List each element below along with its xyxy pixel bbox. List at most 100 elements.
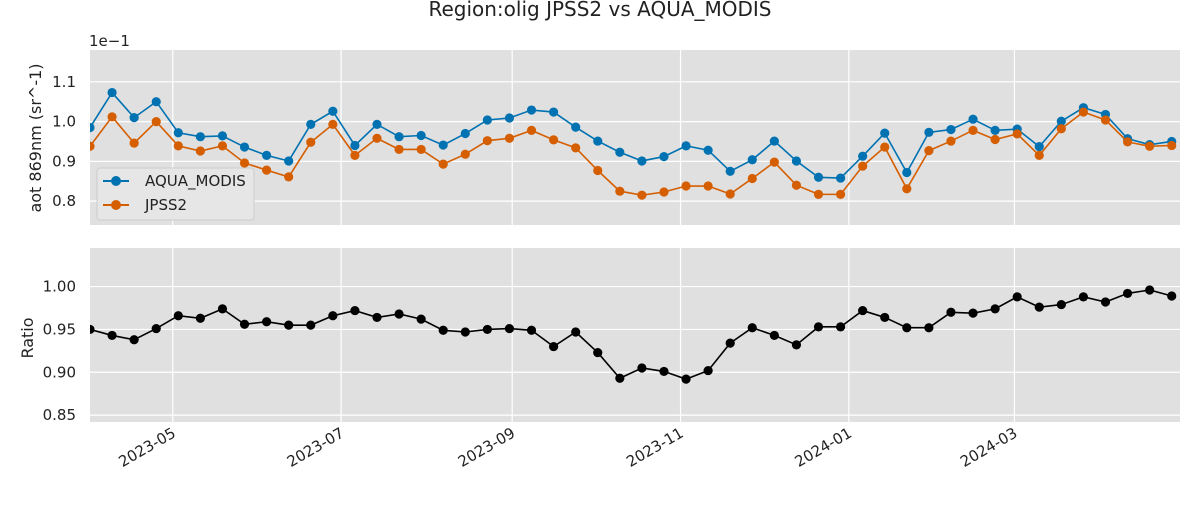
top-series-1-point [262, 165, 272, 175]
top-series-0-point [924, 127, 934, 137]
top-series-0-point [195, 132, 205, 142]
bottom-series-0-point [239, 319, 250, 329]
bottom-series-0-point [284, 320, 294, 330]
top-series-layer [90, 87, 1177, 200]
bottom-series-0-point [946, 307, 956, 317]
bottom-series-0-point [813, 322, 824, 332]
top-series-1-point [880, 142, 890, 152]
top-series-1-point [1034, 150, 1044, 160]
top-series-0-point [1034, 142, 1044, 152]
top-series-0-point [659, 151, 669, 162]
x-ticks: 2023-05 2023-07 2023-09 2023-11 2024-01 2024-… [115, 424, 1020, 471]
bottom-series-0-point [195, 313, 205, 323]
bottom-panel: 0.850.900.951.00 2023-05 2023-07 2023-09 20… [18, 248, 1180, 471]
top-series-1-point [681, 181, 691, 191]
bottom-series-0-point [217, 304, 228, 314]
top-series-0-point [1056, 116, 1066, 126]
bottom-series-0-point [328, 311, 338, 321]
top-series-1-point [1078, 107, 1089, 117]
bottom-series-0-point [990, 304, 1000, 314]
top-series-0-point [968, 114, 978, 124]
top-series-1-point [835, 189, 846, 199]
top-series-0-point [460, 128, 470, 139]
top-series-0-point [858, 151, 868, 161]
top-series-1-point [791, 180, 802, 190]
bottom-series-0-point [615, 373, 625, 383]
top-series-0-point [107, 87, 117, 98]
top-series-0-point [482, 115, 492, 125]
top-series-1-point [90, 141, 95, 151]
x-tick-label: 2024-01 [792, 424, 855, 471]
top-series-1-point [946, 136, 956, 146]
top-series-0-point [173, 128, 183, 138]
top-y-ticks: 0.8 0.9 1.0 1.1 [52, 73, 76, 210]
top-series-0-point [548, 107, 559, 117]
bottom-series-0-point [593, 347, 603, 358]
bottom-series-0-point [1122, 288, 1133, 299]
top-series-1-point [615, 186, 625, 196]
top-series-0-point [615, 147, 625, 157]
top-series-1-point [284, 172, 294, 182]
top-series-1-point [548, 135, 559, 145]
bottom-series-0-point [1012, 292, 1022, 302]
legend-marker-aqua-modis [111, 176, 121, 186]
bottom-ytick-label: 0.95 [43, 320, 76, 338]
x-tick-label: 2023-09 [455, 424, 518, 471]
top-series-1-point [416, 144, 426, 155]
x-tick-label: 2023-07 [284, 424, 347, 471]
top-series-0-point [990, 125, 1000, 135]
bottom-series-0-point [460, 327, 470, 337]
top-series-1-point [1056, 124, 1066, 134]
top-series-0-point [593, 136, 603, 146]
top-series-1-point [372, 133, 382, 143]
top-series-0-point [504, 113, 515, 123]
legend-box [96, 167, 255, 221]
top-series-1-point [858, 161, 868, 171]
bottom-series-0-point [1100, 297, 1111, 307]
top-series-1-point [438, 159, 448, 169]
top-series-0-point [262, 150, 272, 160]
bottom-series-0-point [262, 317, 272, 327]
top-ytick-label: 1.1 [52, 73, 76, 91]
top-series-1-point [990, 134, 1000, 145]
bottom-series-0-point [306, 320, 316, 330]
bottom-series-0-point [1167, 291, 1177, 301]
top-series-0-point [637, 156, 647, 166]
bottom-ytick-label: 0.90 [43, 363, 76, 381]
top-series-0-point [946, 124, 956, 135]
bottom-series-0-point [1078, 292, 1089, 302]
top-series-0-point [217, 131, 228, 141]
x-tick-label: 2023-11 [623, 424, 686, 471]
top-ytick-label: 0.8 [52, 192, 76, 210]
top-series-1-point [504, 133, 515, 143]
top-series-1-point [747, 173, 757, 184]
bottom-plot-area [90, 248, 1180, 422]
bottom-series-0-point [107, 330, 117, 341]
top-series-1-point [129, 138, 139, 148]
top-series-1-point [813, 189, 824, 199]
bottom-series-0-point [659, 366, 669, 377]
top-series-1-point [107, 112, 117, 122]
bottom-series-0-point [372, 312, 382, 323]
top-series-1-point [482, 136, 492, 146]
chart-title: Region:olig JPSS2 vs AQUA_MODIS [428, 0, 771, 21]
bottom-series-0-point [438, 325, 448, 335]
bottom-series-0-point [880, 312, 890, 323]
x-tick-label: 2023-05 [115, 424, 178, 471]
top-series-1-point [659, 187, 669, 197]
top-series-0-point [571, 122, 581, 132]
bottom-series-0-point [416, 314, 426, 324]
top-series-0-point [769, 136, 779, 146]
x-tick-label: 2024-03 [957, 424, 1020, 471]
bottom-series-0-point [725, 338, 735, 348]
top-series-1-point [725, 189, 735, 199]
top-series-0-point [747, 155, 757, 165]
top-ytick-label: 0.9 [52, 152, 76, 170]
top-series-1-point [769, 157, 779, 167]
bottom-series-0-point [548, 341, 559, 352]
top-series-0-point [284, 156, 294, 166]
top-series-1-point [703, 181, 713, 191]
top-series-0-point [416, 130, 426, 141]
top-series-0-point [151, 97, 161, 107]
top-series-0-point [372, 119, 382, 129]
